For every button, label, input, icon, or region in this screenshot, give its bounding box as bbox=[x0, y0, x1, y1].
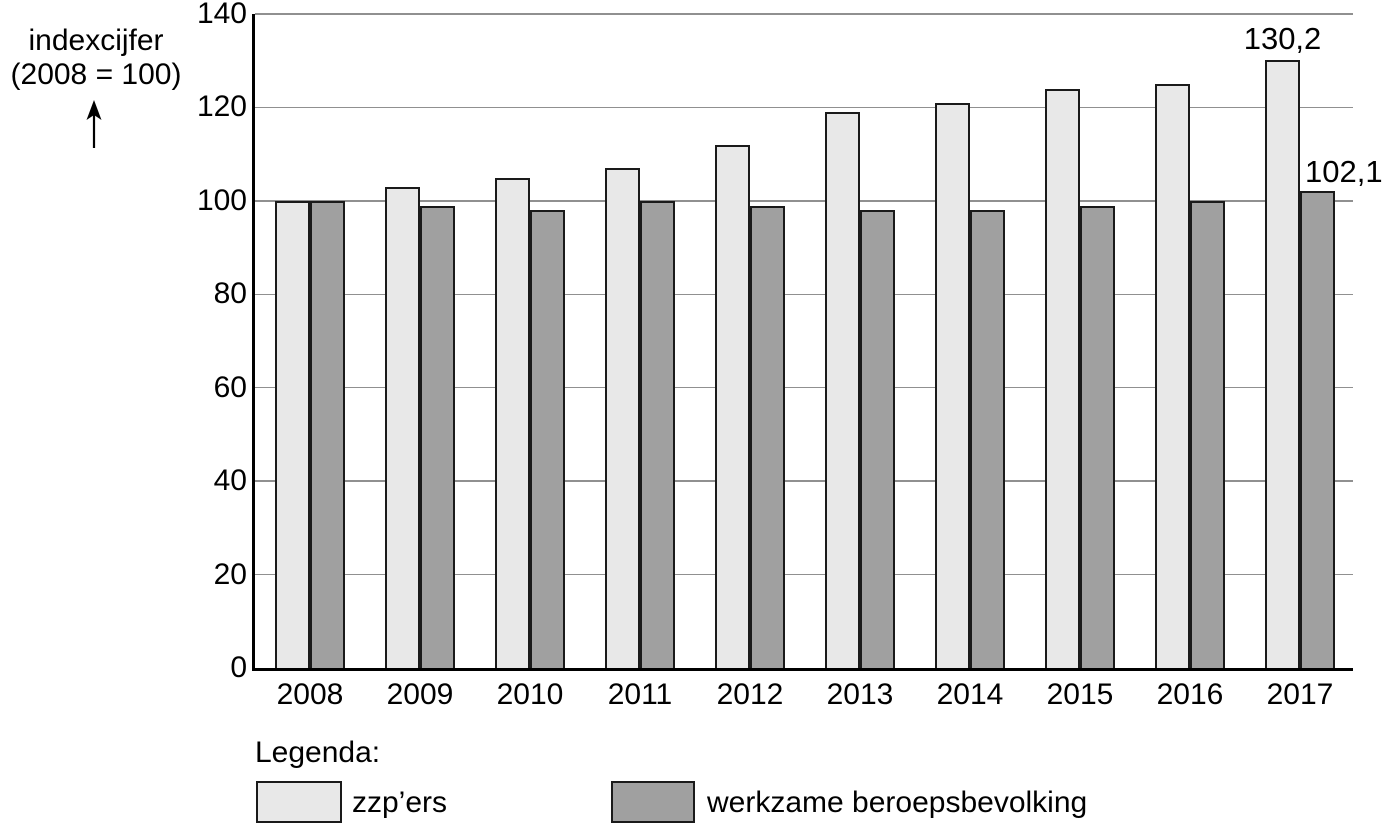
x-axis-label-2011: 2011 bbox=[607, 678, 673, 711]
x-axis-label-2017: 2017 bbox=[1266, 678, 1334, 711]
bar-zzpers-2012 bbox=[715, 144, 750, 668]
gridline-100 bbox=[255, 200, 1353, 202]
bar-zzpers-2014 bbox=[935, 102, 970, 668]
annotation-1302: 130,2 bbox=[1243, 20, 1322, 56]
gridline-20 bbox=[255, 573, 1353, 576]
x-axis-label-2010: 2010 bbox=[496, 678, 564, 711]
bar-werkzameberoepsbevolking-2011 bbox=[640, 200, 675, 668]
y-axis-title-line2: (2008 = 100) bbox=[10, 58, 182, 91]
y-axis-title-line1: indexcijfer bbox=[28, 24, 164, 57]
legend-heading: Legenda: bbox=[255, 736, 381, 769]
bar-werkzameberoepsbevolking-2009 bbox=[420, 205, 455, 668]
x-axis-label-2008: 2008 bbox=[276, 678, 344, 711]
bar-werkzameberoepsbevolking-2012 bbox=[750, 205, 785, 668]
bar-zzpers-2017 bbox=[1265, 59, 1300, 668]
plot-area: 0 20 40 60 80 100 120 140 2008 2009 2010 2011 2012 20… bbox=[197, 0, 1383, 711]
x-axis-label-2013: 2013 bbox=[826, 678, 894, 711]
bar-zzpers-2011 bbox=[605, 168, 640, 668]
bar-zzpers-2016 bbox=[1155, 84, 1190, 668]
y-axis-title: indexcijfer (2008 = 100) bbox=[5, 24, 187, 92]
bar-werkzameberoepsbevolking-2015 bbox=[1080, 205, 1115, 668]
y-axis-tick-100: 100 bbox=[196, 183, 247, 217]
y-axis-tick-60: 60 bbox=[213, 370, 247, 404]
bar-zzpers-2009 bbox=[385, 186, 420, 668]
bar-zzpers-2010 bbox=[495, 177, 530, 668]
x-axis-label-2009: 2009 bbox=[386, 678, 454, 711]
bar-werkzameberoepsbevolking-2017 bbox=[1300, 191, 1335, 668]
bar-werkzameberoepsbevolking-2016 bbox=[1190, 200, 1225, 668]
x-axis-label-2015: 2015 bbox=[1046, 678, 1114, 711]
gridline-140 bbox=[255, 13, 1353, 15]
up-arrow-icon bbox=[86, 100, 102, 148]
y-axis-line bbox=[252, 14, 255, 671]
legend-label-werkzame-beroepsbevolking: werkzame beroepsbevolking bbox=[707, 786, 1088, 819]
gridline-40 bbox=[255, 480, 1353, 482]
y-axis-tick-80: 80 bbox=[213, 277, 247, 311]
x-axis-label-2014: 2014 bbox=[936, 678, 1004, 711]
gridline-120 bbox=[255, 106, 1353, 109]
bar-werkzameberoepsbevolking-2013 bbox=[860, 210, 895, 668]
x-axis-label-2012: 2012 bbox=[716, 678, 784, 711]
legend-swatch-werkzame-beroepsbevolking bbox=[611, 781, 695, 823]
y-axis-tick-0: 0 bbox=[230, 651, 247, 684]
y-axis-tick-40: 40 bbox=[213, 464, 247, 498]
annotation-1021: 102,1 bbox=[1305, 154, 1383, 190]
y-axis-tick-120: 120 bbox=[196, 90, 247, 124]
y-axis-tick-20: 20 bbox=[213, 557, 247, 591]
legend-label-zzpers: zzp’ers bbox=[352, 786, 448, 819]
bar-werkzameberoepsbevolking-2014 bbox=[970, 210, 1005, 668]
bar-zzpers-2008 bbox=[275, 200, 310, 668]
gridline-60 bbox=[255, 386, 1353, 389]
bar-zzpers-2015 bbox=[1045, 88, 1080, 668]
x-axis-line bbox=[252, 668, 1353, 671]
y-axis-tick-140: 140 bbox=[196, 0, 247, 30]
bar-werkzameberoepsbevolking-2010 bbox=[530, 210, 565, 668]
legend-swatch-zzpers bbox=[256, 781, 342, 823]
gridline-80 bbox=[255, 293, 1353, 296]
bar-zzpers-2013 bbox=[825, 112, 860, 668]
x-axis-label-2016: 2016 bbox=[1156, 678, 1224, 711]
bar-werkzameberoepsbevolking-2008 bbox=[310, 200, 345, 668]
